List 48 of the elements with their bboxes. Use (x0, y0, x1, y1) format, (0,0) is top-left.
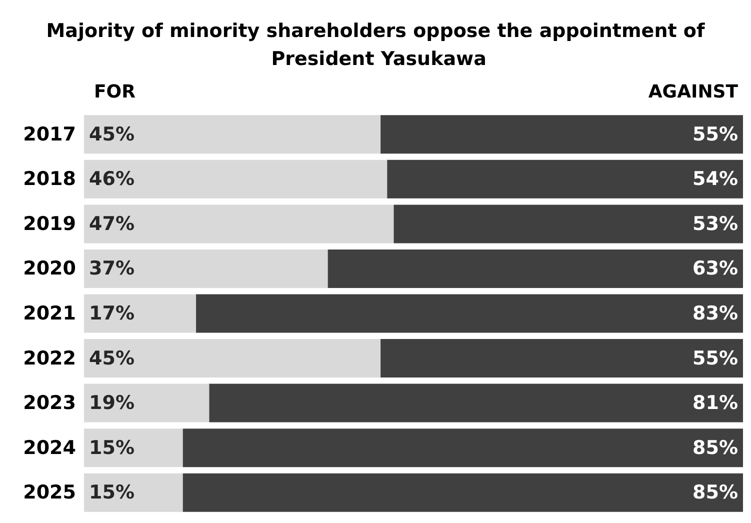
chart-title: Majority of minority shareholders oppose the appointment of President Yasukawa (46, 20, 706, 70)
bar (182, 473, 743, 512)
bar (387, 160, 743, 198)
data-label: 45% (89, 347, 134, 370)
data-label: 83% (692, 302, 738, 324)
data-label: 15% (89, 436, 134, 459)
bar (84, 115, 381, 154)
bar (84, 339, 381, 378)
y-tick-label: 2024 (23, 436, 76, 459)
bar (84, 160, 388, 198)
data-label: 85% (692, 436, 738, 459)
y-tick-label: 2023 (23, 392, 76, 414)
bar (84, 249, 328, 288)
bar (84, 473, 183, 512)
bar (328, 249, 743, 288)
data-label: 55% (692, 123, 738, 146)
series-label: FOR (94, 82, 136, 102)
data-label: 85% (692, 482, 738, 504)
y-tick-label: 2021 (23, 302, 76, 324)
data-label: 81% (692, 392, 738, 414)
bar (380, 115, 743, 154)
y-tick-label: 2017 (23, 123, 76, 146)
data-label: 53% (692, 212, 738, 235)
bar (84, 204, 394, 244)
data-label: 46% (89, 168, 134, 190)
data-label: 19% (89, 392, 134, 414)
y-tick-label: 2018 (23, 168, 76, 190)
data-label: 15% (89, 482, 134, 504)
data-label: 37% (89, 258, 134, 280)
bar (394, 204, 743, 244)
bar (84, 384, 210, 422)
data-label: 63% (692, 258, 738, 280)
y-tick-label: 2022 (23, 347, 76, 370)
y-tick-label: 2020 (23, 258, 76, 280)
y-tick-label: 2019 (23, 212, 76, 235)
data-label: 54% (692, 168, 738, 190)
bar (84, 428, 183, 468)
bar (380, 339, 743, 378)
bar (209, 384, 743, 422)
data-label: 55% (692, 347, 738, 370)
series-label: AGAINST (648, 82, 739, 102)
bar (84, 294, 196, 333)
data-label: 45% (89, 123, 134, 146)
y-tick-label: 2025 (23, 482, 76, 504)
data-label: 17% (89, 302, 134, 324)
bar (196, 294, 743, 333)
bar (182, 428, 743, 468)
data-label: 47% (89, 212, 134, 235)
